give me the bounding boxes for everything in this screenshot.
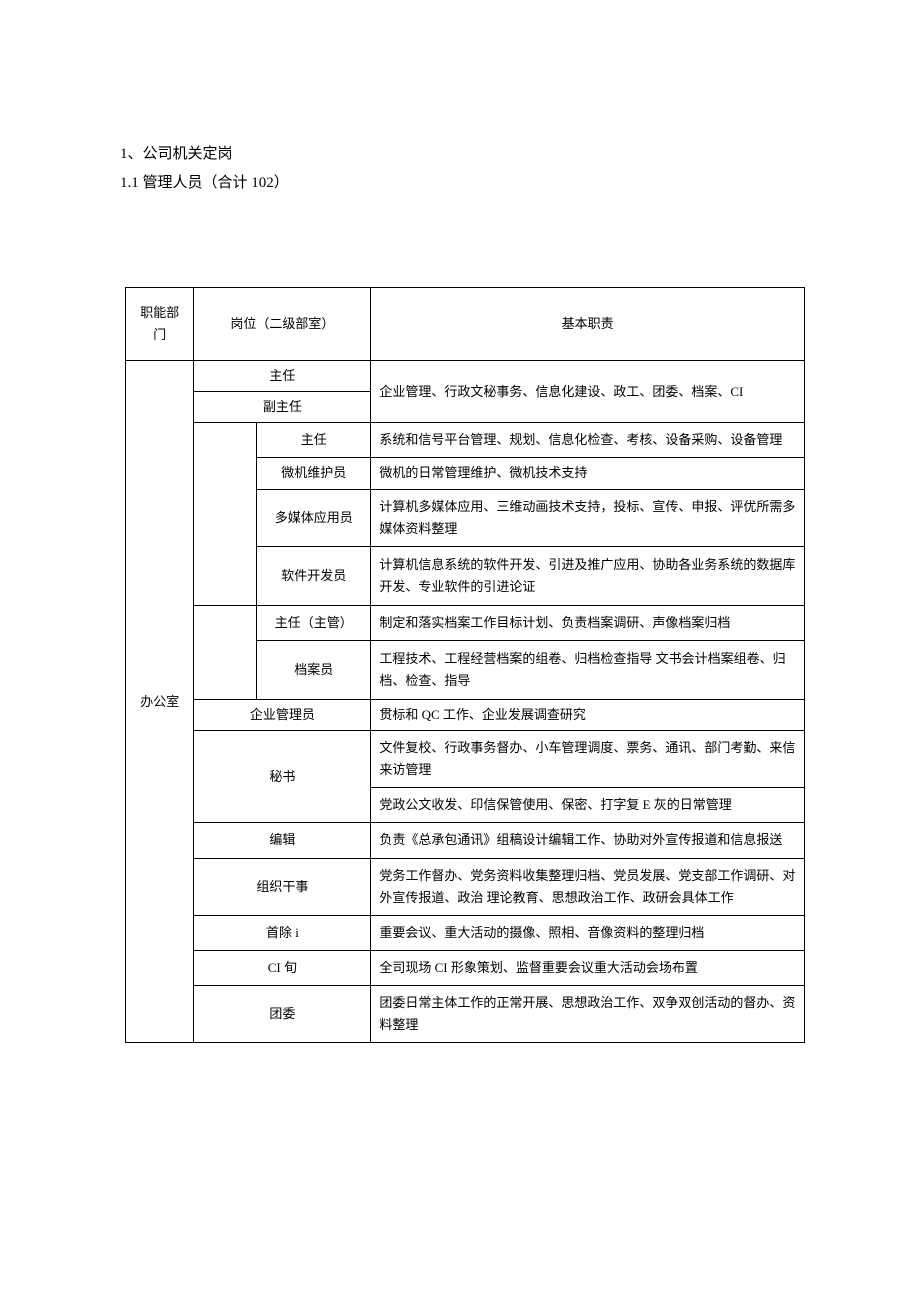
position-cell: 档案员 [257,640,371,699]
table-row: 企业管理员 贯标和 QC 工作、企业发展调查研究 [126,700,805,731]
position-cell: CI 旬 [194,950,371,985]
duty-cell: 计算机多媒体应用、三维动画技术支持，投标、宣传、申报、评优所需多媒体资料整理 [371,489,805,546]
duty-cell: 团委日常主体工作的正常开展、思想政治工作、双争双创活动的督办、资料整理 [371,985,805,1042]
table-row: 编辑 负责《总承包通讯》组稿设计编辑工作、协助对外宣传报道和信息报送 [126,823,805,858]
heading-line-1: 1、公司机关定岗 [120,140,800,169]
duty-cell: 贯标和 QC 工作、企业发展调查研究 [371,700,805,731]
duty-cell: 制定和落实档案工作目标计划、负责档案调研、声像档案归档 [371,605,805,640]
position-cell: 企业管理员 [194,700,371,731]
duty-cell: 企业管理、行政文秘事务、信息化建设、政工、团委、档案、CI [371,361,805,423]
duty-cell: 系统和信号平台管理、规划、信息化检查、考核、设备采购、设备管理 [371,423,805,458]
table-row: 办公室 主任 企业管理、行政文秘事务、信息化建设、政工、团委、档案、CI [126,361,805,392]
subdept-cell [194,605,257,699]
duty-cell: 计算机信息系统的软件开发、引进及推广应用、协助各业务系统的数据库开发、专业软件的… [371,546,805,605]
position-cell: 团委 [194,985,371,1042]
table-row: 主任（主管） 制定和落实档案工作目标计划、负责档案调研、声像档案归档 [126,605,805,640]
header-dept: 职能部门 [126,288,194,361]
dept-cell: 办公室 [126,361,194,1043]
position-cell: 微机维护员 [257,458,371,489]
header-duty: 基本职责 [371,288,805,361]
position-cell: 编辑 [194,823,371,858]
duty-cell: 重要会议、重大活动的摄像、照相、音像资料的整理归档 [371,915,805,950]
table-row: 主任 系统和信号平台管理、规划、信息化检查、考核、设备采购、设备管理 [126,423,805,458]
heading-line-2: 1.1 管理人员（合计 102） [120,169,800,198]
header-position: 岗位（二级部室） [194,288,371,361]
table-row: CI 旬 全司现场 CI 形象策划、监督重要会议重大活动会场布置 [126,950,805,985]
position-table: 职能部门 岗位（二级部室） 基本职责 办公室 主任 企业管理、行政文秘事务、信息… [125,287,805,1043]
duty-cell: 全司现场 CI 形象策划、监督重要会议重大活动会场布置 [371,950,805,985]
table-header-row: 职能部门 岗位（二级部室） 基本职责 [126,288,805,361]
position-cell: 主任 [257,423,371,458]
duty-cell: 党政公文收发、印信保管使用、保密、打字复 E 灰的日常管理 [371,788,805,823]
position-cell: 主任（主管） [257,605,371,640]
duty-cell: 负责《总承包通讯》组稿设计编辑工作、协助对外宣传报道和信息报送 [371,823,805,858]
duty-cell: 党务工作督办、党务资料收集整理归档、党员发展、党支部工作调研、对外宣传报道、政治… [371,858,805,915]
heading-section: 1、公司机关定岗 1.1 管理人员（合计 102） [120,140,800,197]
position-cell: 首除 i [194,915,371,950]
position-cell: 组织干事 [194,858,371,915]
table-row: 首除 i 重要会议、重大活动的摄像、照相、音像资料的整理归档 [126,915,805,950]
duty-cell: 微机的日常管理维护、微机技术支持 [371,458,805,489]
duty-cell: 文件复校、行政事务督办、小车管理调度、票务、通讯、部门考勤、来信来访管理 [371,731,805,788]
position-cell: 主任 [194,361,371,392]
position-cell: 多媒体应用员 [257,489,371,546]
subdept-cell [194,423,257,605]
duty-cell: 工程技术、工程经营档案的组卷、归档检查指导 文书会计档案组卷、归档、检查、指导 [371,640,805,699]
position-cell: 秘书 [194,731,371,823]
table-row: 秘书 文件复校、行政事务督办、小车管理调度、票务、通讯、部门考勤、来信来访管理 [126,731,805,788]
position-cell: 副主任 [194,392,371,423]
table-row: 团委 团委日常主体工作的正常开展、思想政治工作、双争双创活动的督办、资料整理 [126,985,805,1042]
table-row: 组织干事 党务工作督办、党务资料收集整理归档、党员发展、党支部工作调研、对外宣传… [126,858,805,915]
position-cell: 软件开发员 [257,546,371,605]
